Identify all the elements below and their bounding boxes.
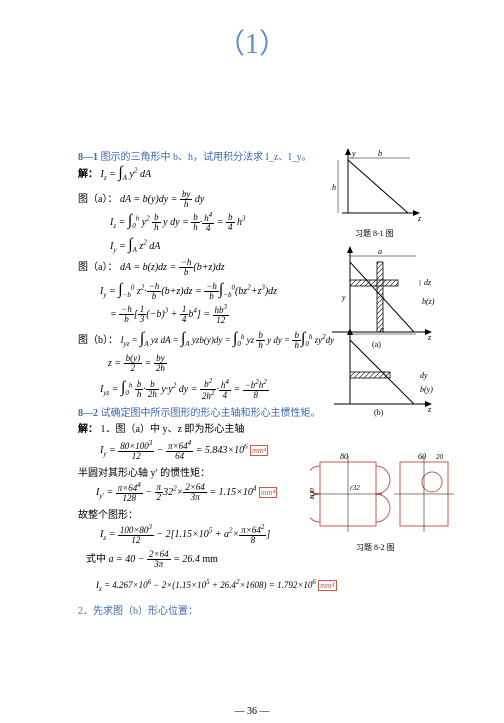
step-a-label: 图（a）： (78, 194, 117, 205)
p82-part1: 1．图（a）中 y、z 即为形心主轴 (101, 424, 245, 435)
dim-a: a (378, 247, 382, 256)
p82-part2: 2．先求图（b）形心位置： (78, 602, 198, 617)
p81-prefix: 8—1 (78, 152, 98, 163)
dim-by: b(y) (420, 385, 433, 394)
p82-a-label: 式中 a = 40 − 2×643π = 26.4 mm (86, 550, 218, 569)
axis-z3: z (427, 405, 432, 414)
sol-label: 解： (78, 169, 98, 180)
p82-prefix: 8—2 (78, 408, 98, 419)
dim-h: h (332, 183, 336, 192)
p81-step-a: 图（a）： dA = b(y)dy = byh dy (78, 190, 204, 209)
p81-iy-l2: = −hb[13(−b)3 + 14b4] = hb312 (110, 304, 229, 325)
step-b-label: 图（b）： (78, 335, 118, 346)
fig81-cap: 习题 8-1 图 (355, 228, 394, 239)
dim-20: 20 (436, 453, 444, 461)
p82-sol: 解： 1．图（a）中 y、z 即为形心主轴 (78, 420, 244, 435)
fig-b-label: (b) (374, 408, 383, 417)
dim-100: 100 (310, 488, 316, 500)
p81-sol: 解： Iz = ∫A y2 dA (78, 164, 151, 182)
section-number: （1） (0, 22, 504, 62)
p81-iy-def: Iy = ∫A z2 dA (110, 236, 160, 254)
page-number: — 36 — (0, 706, 504, 717)
dim-bz: b(z) (422, 297, 435, 306)
a-label-text: 式中 (86, 554, 106, 565)
dim-dy: dy (420, 371, 428, 380)
dim-dz: dz (424, 278, 432, 287)
dim-r32: r32 (350, 484, 360, 492)
p81-step-a2: 图（a）： dA = b(z)dz = −hb(b+z)dz (78, 258, 225, 277)
axis-z-label: z (417, 214, 422, 223)
step-a-eq: dA = b(y)dy = byh dy (120, 194, 204, 205)
unit-box-3: mm⁴ (318, 580, 336, 591)
fig-81-top: y z b h (330, 148, 440, 228)
p82-a-eq: a = 40 − 2×643π = 26.4 mm (109, 554, 218, 565)
p81-z-eq: z = b(y)2 = by2h (108, 354, 167, 373)
dim-60: 60 (418, 452, 426, 461)
p81-iy-l1: Iy = ∫−b0 z2·−hb(b+z)dz = −hb∫−b0(bz2+z3… (100, 281, 277, 301)
p82-whole-eq: Iz = 100×80312 − 2[1.15×105 + a2×π×6428] (100, 524, 270, 545)
dim-a2: a (380, 326, 384, 334)
unit-box: mm⁴ (250, 445, 268, 456)
axis-y-label: y (351, 149, 356, 158)
p81-iz: Iz = ∫0h y2 bh y dy = bh·h44 = b4 h3 (110, 212, 246, 233)
fig82-cap: 习题 8-2 图 (356, 542, 395, 553)
unit-box-2: mm⁴ (259, 487, 277, 498)
p81-eq1: Iz = ∫A y2 dA (101, 169, 152, 180)
p82-final: Iz = 4.267×106 − 2×(1.15×105 + 26.42×160… (96, 578, 337, 593)
dim-80: 80 (340, 452, 348, 461)
p82-semi-eq: Iy' = π×644128 − π2322×2×643π = 1.15×104… (96, 482, 277, 503)
p82-title: 8—2 试确定图中所示图形的形心主轴和形心主惯性矩。 (78, 404, 321, 419)
step-a2-label: 图（a）： (78, 262, 117, 273)
step-a2-eq: dA = b(z)dz = −hb(b+z)dz (120, 262, 225, 273)
p82-iy: Iy = 80×100312 − π×64464 = 5.843×106 mm⁴ (100, 440, 268, 461)
p82-whole-label: 故整个图形： (78, 506, 138, 521)
p82-text: 试确定图中所示图形的形心主轴和形心主惯性矩。 (101, 408, 321, 419)
p81-step-b: 图（b）： Iyz = ∫A yz dA = ∫A yzb(y)dy = ∫0h… (78, 330, 334, 350)
p82-sol-label: 解： (78, 424, 98, 435)
p81-text: 图示的三角形中 b、h，试用积分法求 I_z、I_y。 (101, 152, 312, 163)
fig-81-b: z dy b(y) a (326, 326, 442, 414)
p81-title: 8—1 图示的三角形中 b、h，试用积分法求 I_z、I_y。 (78, 148, 312, 163)
fig-82: 80 100 r32 60 20 (310, 452, 460, 542)
step-b-eq: Iyz = ∫A yz dA = ∫A yzb(y)dy = ∫0h yz bh… (121, 335, 335, 345)
dim-b: b (378, 149, 382, 158)
axis-y2: y (341, 293, 346, 302)
p82-semi-label: 半圆对其形心轴 y′ 的惯性矩： (78, 464, 210, 479)
p81-iyz: Iyz = ∫0h bh·b2h y·y2 dy = b22h2·h44 = −… (100, 378, 269, 401)
